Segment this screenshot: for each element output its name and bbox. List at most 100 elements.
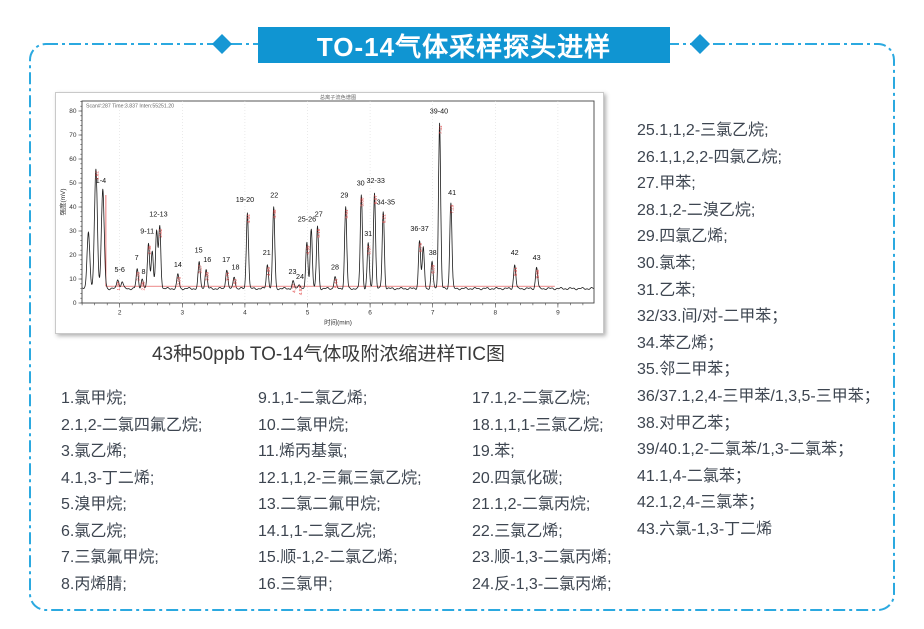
compound-item: 43.六氯-1,3-丁二烯 xyxy=(637,520,773,538)
compound-item: 21.1,2-二氯丙烷; xyxy=(472,496,591,513)
compound-item: 1.氯甲烷; xyxy=(61,390,127,407)
svg-text:3: 3 xyxy=(180,310,184,317)
svg-text:23: 23 xyxy=(289,267,297,276)
svg-text:6: 6 xyxy=(368,310,372,317)
svg-text:18: 18 xyxy=(232,262,240,271)
svg-text:22: 22 xyxy=(270,190,278,199)
compound-item: 27.甲苯; xyxy=(637,175,696,193)
svg-text:6.07: 6.07 xyxy=(373,195,378,204)
svg-text:36-37: 36-37 xyxy=(410,224,428,233)
svg-text:3.38: 3.38 xyxy=(205,271,210,280)
svg-text:8: 8 xyxy=(142,267,146,276)
compound-item: 18.1,1,1-三氯乙烷; xyxy=(472,416,604,434)
chart-caption: 43种50ppb TO-14气体吸附浓缩进样TIC图 xyxy=(151,344,505,365)
compound-item: 39/40.1,2-二氯苯/1,3-二氯苯； xyxy=(637,441,854,459)
svg-text:2.28: 2.28 xyxy=(136,271,141,280)
compound-item: 35.邻二甲苯； xyxy=(637,361,740,379)
compound-item: 38.对甲乙苯； xyxy=(637,414,740,432)
svg-text:3.27: 3.27 xyxy=(198,264,203,273)
svg-text:15: 15 xyxy=(195,246,203,255)
svg-text:29: 29 xyxy=(340,190,348,199)
compound-item: 3.氯乙烯; xyxy=(61,443,127,460)
compound-list-col3: 17.1,2-二氯乙烷; 18.1,1,1-三氯乙烷; 19.苯; 20.四氯化碳; 2… xyxy=(472,386,612,598)
svg-text:5.86: 5.86 xyxy=(360,197,365,206)
svg-text:32-33: 32-33 xyxy=(367,176,385,185)
svg-text:2.46: 2.46 xyxy=(147,245,152,254)
compound-item: 23.顺-1,3-二氯丙烯; xyxy=(472,549,612,566)
compound-item: 36/37.1,2,4-三甲苯/1,3,5-三甲苯； xyxy=(637,387,880,405)
compound-item: 29.四氯乙烯; xyxy=(637,228,728,246)
compound-item: 15.顺-1,2-二氯乙烯; xyxy=(258,549,398,566)
svg-text:1-4: 1-4 xyxy=(96,176,106,185)
compound-item: 5.溴甲烷; xyxy=(61,496,127,513)
svg-text:10: 10 xyxy=(69,276,77,283)
compound-item: 4.1,3-丁二烯; xyxy=(61,469,155,487)
compound-item: 9.1,1-二氯乙烯; xyxy=(258,390,368,407)
svg-text:43: 43 xyxy=(533,253,541,262)
svg-text:总离子流色谱图: 总离子流色谱图 xyxy=(320,93,356,101)
compound-item: 2.1,2-二氯四氟乙烷; xyxy=(61,416,203,434)
compound-item: 17.1,2-二氯乙烷; xyxy=(472,390,591,407)
svg-text:1.97: 1.97 xyxy=(116,281,121,290)
svg-text:19-20: 19-20 xyxy=(236,195,254,204)
compound-item: 41.1,4-二氯苯； xyxy=(637,467,751,485)
compound-item: 32/33.间/对-二甲苯； xyxy=(637,308,788,326)
svg-text:7.11: 7.11 xyxy=(438,125,443,134)
compound-item: 14.1,1-二氯乙烷; xyxy=(258,522,377,540)
svg-text:6.21: 6.21 xyxy=(382,214,387,223)
svg-text:9: 9 xyxy=(556,310,560,317)
svg-text:30: 30 xyxy=(357,178,365,187)
svg-text:4.04: 4.04 xyxy=(246,214,251,223)
svg-text:25-26: 25-26 xyxy=(298,214,316,223)
svg-text:0: 0 xyxy=(73,300,77,307)
svg-text:16: 16 xyxy=(203,255,211,264)
compound-item: 19.苯; xyxy=(472,443,515,460)
svg-text:42: 42 xyxy=(511,248,519,257)
svg-text:4.77: 4.77 xyxy=(292,283,297,292)
compound-item: 31.乙苯; xyxy=(637,281,696,299)
svg-text:38: 38 xyxy=(429,248,437,257)
svg-text:24: 24 xyxy=(296,272,304,281)
compound-item: 42.1,2,4-三氯苯； xyxy=(637,494,765,512)
title-banner: TO-14气体采样探头进样 xyxy=(258,27,670,63)
svg-text:8: 8 xyxy=(493,310,497,317)
svg-text:Scan#:287 Time:3.837 Inten:552: Scan#:287 Time:3.837 Inten:55251.20 xyxy=(86,104,174,110)
compound-item: 6.氯乙烷; xyxy=(61,522,127,540)
svg-text:8.66: 8.66 xyxy=(535,269,540,278)
svg-text:2.93: 2.93 xyxy=(176,276,181,285)
svg-text:12-13: 12-13 xyxy=(149,210,167,219)
svg-text:14: 14 xyxy=(174,260,182,269)
compound-item: 30.氯苯; xyxy=(637,254,696,272)
compound-list-col4: 25.1,1,2-三氯乙烷; 26.1,1,2,2-四氯乙烷; 27.甲苯; 28.1… xyxy=(637,118,880,544)
svg-text:时间(min): 时间(min) xyxy=(324,318,352,327)
svg-text:7.29: 7.29 xyxy=(449,204,454,213)
svg-text:27: 27 xyxy=(315,210,323,219)
compound-item: 34.苯乙烯； xyxy=(637,334,724,352)
chart-panel: 2 3 4 5 6 7 8 9 0 10 20 30 40 50 60 70 80 时间(min) 强度(mV) Sc… xyxy=(55,92,604,334)
compound-item: 28.1,2-二溴乙烷; xyxy=(637,201,756,219)
compound-list-col1: 1.氯甲烷; 2.1,2-二氯四氟乙烷; 3.氯乙烯; 4.1,3-丁二烯; 5.溴甲烷… xyxy=(61,386,202,598)
svg-text:2.62: 2.62 xyxy=(158,228,163,237)
svg-text:21: 21 xyxy=(263,248,271,257)
svg-text:80: 80 xyxy=(69,108,77,115)
svg-text:3.83: 3.83 xyxy=(233,279,238,288)
svg-text:5-6: 5-6 xyxy=(115,265,125,274)
svg-text:40: 40 xyxy=(69,204,77,211)
compound-item: 24.反-1,3-二氯丙烯; xyxy=(472,575,612,593)
compound-item: 13.二氯二氟甲烷; xyxy=(258,496,381,513)
svg-text:5.61: 5.61 xyxy=(344,209,349,218)
compound-item: 11.烯丙基氯; xyxy=(258,443,348,460)
tic-chromatogram: 2 3 4 5 6 7 8 901020304050607080时间(min)强度(mV)Sc… xyxy=(58,93,595,327)
svg-text:41: 41 xyxy=(448,188,456,197)
svg-text:4.99: 4.99 xyxy=(305,245,310,254)
svg-text:5.16: 5.16 xyxy=(316,228,321,237)
svg-text:4.36: 4.36 xyxy=(266,267,271,276)
svg-text:5: 5 xyxy=(306,310,310,317)
svg-text:39-40: 39-40 xyxy=(430,106,448,115)
compound-item: 10.二氯甲烷; xyxy=(258,416,349,434)
svg-text:7: 7 xyxy=(431,310,435,317)
svg-text:4: 4 xyxy=(243,310,247,317)
compound-item: 22.三氯乙烯; xyxy=(472,522,563,540)
compound-item: 12.1,1,2-三氟三氯乙烷; xyxy=(258,469,422,487)
